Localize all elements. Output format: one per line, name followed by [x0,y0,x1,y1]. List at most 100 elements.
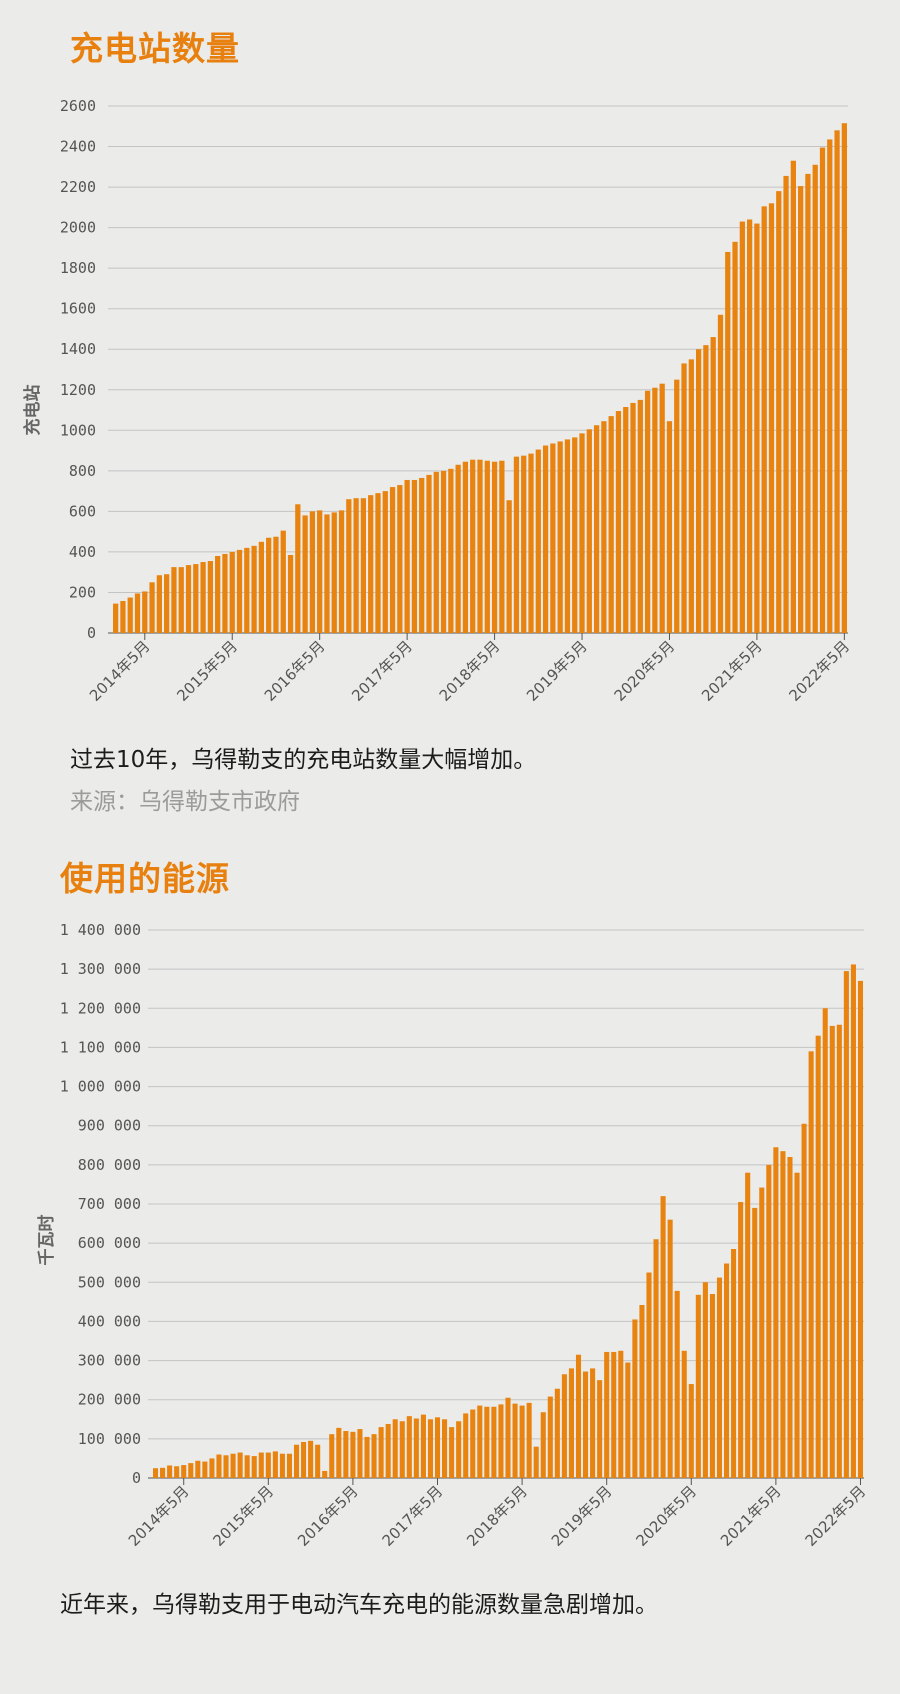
chart2-bar [801,1123,807,1478]
chart2-bar [392,1419,398,1478]
chart2-bar [512,1403,518,1478]
chart2-xtick-label: 2015年5月 [209,1482,277,1550]
chart2-bar [272,1451,278,1478]
chart1-bar [331,512,337,633]
chart1-bar [353,498,359,633]
chart1-bar [717,314,724,633]
chart1-bar [659,383,665,633]
chart2-bar [653,1239,659,1478]
chart2-bar [174,1466,180,1478]
chart1-bar [572,437,578,633]
chart2-bar [547,1396,553,1478]
chart1-bar [491,461,498,633]
chart1-bar [302,515,308,633]
chart2-ytick-label: 0 [132,1469,141,1487]
chart2-bar [575,1354,582,1478]
chart2-bar [752,1207,758,1478]
chart2-bar [533,1446,539,1478]
chart1-bar [185,565,192,633]
chart2-bar [688,1384,694,1478]
chart1-bar [593,425,600,633]
chart2-bar [286,1453,293,1478]
chart2-xtick-label: 2018年5月 [463,1482,531,1550]
chart1-bar [375,493,381,633]
chart1-bar [827,139,833,634]
chart1-ytick-label: 1400 [60,340,96,358]
chart2-bar [646,1272,652,1478]
chart1-xtick-label: 2021年5月 [698,637,766,705]
chart2-bar [681,1350,687,1478]
chart2-bar [463,1413,469,1478]
chart2-bar [709,1294,715,1478]
chart2-bar [618,1350,624,1478]
chart2-bar [857,980,864,1478]
chart1-bar [411,479,418,633]
chart2-xtick-label: 2021年5月 [717,1482,785,1550]
chart2-bar [731,1249,737,1478]
chart1-bar [215,555,221,633]
chart2-bar [160,1467,166,1478]
chart2-bar [350,1431,356,1478]
chart2-bar [209,1458,215,1478]
chart2-bar [484,1406,490,1478]
chart1-bar [841,123,847,633]
chart2-ytick-label: 900 000 [78,1117,141,1135]
chart2-bar [202,1461,208,1478]
chart2-bar [406,1416,412,1478]
chart2-bar [223,1455,229,1478]
chart1-bar [346,499,352,633]
chart2-bar [836,1024,842,1478]
chart1-bar [688,359,694,633]
chart1-bar [426,474,432,633]
chart1-bar [783,175,789,634]
chart1-ytick-label: 1800 [60,259,96,277]
chart1-bar [710,337,716,633]
chart2-bar [773,1147,779,1478]
chart1-ytick-label: 0 [87,624,96,642]
chart1-svg: 0 200 400 600 800 1000 1200 1400 1600 1800 2000 220… [22,97,853,705]
chart1-bar [477,459,483,633]
chart2-ytick-label: 600 000 [78,1234,141,1252]
chart2-bar [265,1452,271,1478]
chart2-bar [850,964,856,1478]
chart2-bar [766,1164,772,1478]
chart1-bar [171,567,177,633]
chart1-bar [142,591,148,633]
chart1-bar [535,449,541,633]
chart1-bar [462,461,469,633]
chart1-bar [222,553,228,633]
chart2-bar [152,1468,159,1478]
chart1-ylabel: 充电站 [22,385,43,436]
chart1-bar [550,443,556,633]
chart2-xtick-label: 2019年5月 [548,1482,616,1550]
chart1-bar [134,593,141,633]
chart1-bar [521,455,527,633]
chart1-xtick-label: 2015年5月 [173,637,241,705]
chart2-xtick-label: 2016年5月 [294,1482,362,1550]
chart1-ytick-label: 200 [69,583,96,601]
chart2-bar [258,1452,264,1478]
chart1-ytick-label: 1600 [60,300,96,318]
chart1-bar [812,164,818,633]
chart2-bar [477,1405,483,1478]
chart2-bar [230,1453,236,1478]
chart1-bar [156,575,162,633]
chart1-bar [790,160,796,633]
chart1-bar [280,530,286,633]
chart2-caption: 近年来，乌得勒支用于电动汽车充电的能源数量急剧增加。 [60,1592,658,1618]
chart2-bar [279,1453,285,1478]
chart2-ylabel: 千瓦时 [37,1215,57,1266]
chart2-bar [315,1444,321,1478]
chart2-title: 使用的能源 [60,859,230,898]
chart2-bar [343,1431,349,1478]
chart1-title: 充电站数量 [70,29,240,68]
chart1-xtick-label: 2018年5月 [436,637,504,705]
chart2-bar [301,1441,307,1478]
chart1-bar [236,549,243,633]
chart2-bar [554,1388,560,1478]
chart2-bar [787,1157,793,1478]
chart2-bar [660,1196,666,1478]
chart2-ytick-label: 1 200 000 [60,999,141,1017]
chart1-bar [703,345,709,633]
chart1-bar [266,537,272,633]
